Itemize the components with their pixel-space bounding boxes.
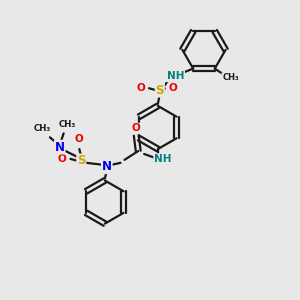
Text: NH: NH bbox=[167, 71, 184, 81]
Text: N: N bbox=[55, 141, 65, 154]
Text: N: N bbox=[102, 160, 112, 173]
Text: NH: NH bbox=[154, 154, 172, 164]
Text: O: O bbox=[137, 83, 146, 93]
Text: S: S bbox=[77, 154, 86, 167]
Text: O: O bbox=[132, 124, 141, 134]
Text: CH₃: CH₃ bbox=[33, 124, 51, 133]
Text: CH₃: CH₃ bbox=[59, 120, 76, 129]
Text: O: O bbox=[168, 83, 177, 93]
Text: S: S bbox=[156, 84, 164, 97]
Text: O: O bbox=[75, 134, 84, 144]
Text: CH₃: CH₃ bbox=[222, 73, 239, 82]
Text: O: O bbox=[57, 154, 66, 164]
